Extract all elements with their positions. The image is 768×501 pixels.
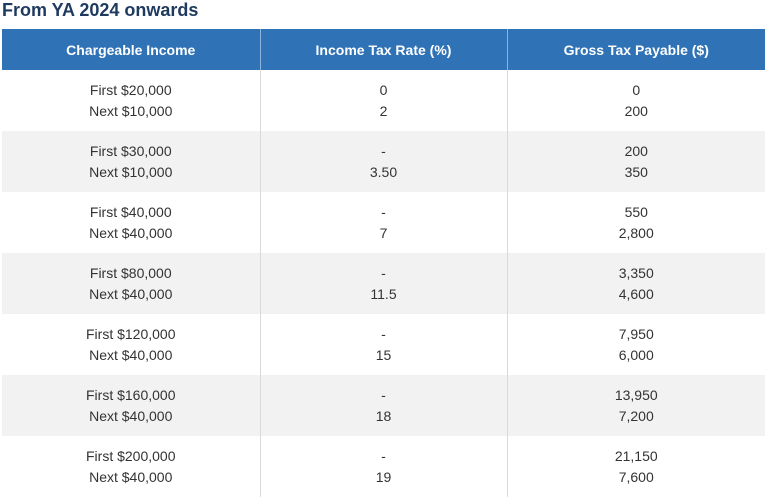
payable-first: 21,150 [614,447,658,464]
rate-next: 18 [375,407,392,424]
rate-next: 11.5 [370,285,397,302]
income-cell: First $80,000 Next $40,000 [2,253,261,314]
rate-cell: - 19 [260,436,508,497]
payable-first: 0 [632,81,641,98]
payable-first: 550 [624,203,648,220]
rate-first: - [381,447,386,464]
table-row: First $30,000 Next $10,000 -3.50 200 350 [2,131,765,192]
income-cell: First $160,000 Next $40,000 [2,375,261,436]
rate-cell: - 11.5 [260,253,508,314]
payable-first: 13,950 [614,386,658,403]
tax-rate-table: Chargeable Income Income Tax Rate (%) Gr… [2,29,765,497]
income-next: Next $40,000 [89,285,173,302]
income-next: Next $40,000 [89,468,173,485]
table-header-row: Chargeable Income Income Tax Rate (%) Gr… [2,29,765,70]
table-row: First $200,000 Next $40,000 - 19 21,150 7,6… [2,436,765,497]
rate-first: - [381,264,386,281]
income-cell: First $20,000 Next $10,000 [2,70,261,131]
payable-cell: 200 350 [507,131,765,192]
table-row: First $80,000 Next $40,000 - 11.5 3,350 4,6… [2,253,765,314]
header-gross-tax-payable: Gross Tax Payable ($) [507,29,765,70]
income-first: First $40,000 [89,203,172,220]
rate-first: - [381,325,386,342]
payable-cell: 0 200 [507,70,765,131]
table-row: First $120,000 Next $40,000 - 15 7,950 6,00… [2,314,765,375]
income-first: First $120,000 [86,325,176,342]
income-first: First $200,000 [86,447,176,464]
income-cell: First $40,000 Next $40,000 [2,192,261,253]
payable-next: 7,200 [618,407,654,424]
rate-next: 7 [379,224,388,241]
payable-cell: 21,150 7,600 [507,436,765,497]
income-cell: First $30,000 Next $10,000 [2,131,261,192]
rate-cell: - 18 [260,375,508,436]
rate-next: 2 [379,102,388,119]
rate-next: 3.50 [369,163,398,180]
payable-cell: 7,950 6,000 [507,314,765,375]
page-title: From YA 2024 onwards [2,0,199,20]
income-next: Next $40,000 [89,224,173,241]
payable-next: 2,800 [618,224,654,241]
payable-cell: 13,950 7,200 [507,375,765,436]
income-next: Next $40,000 [89,346,173,363]
income-next: Next $40,000 [89,407,173,424]
table-row: First $160,000 Next $40,000 - 18 13,950 7,2… [2,375,765,436]
income-cell: First $120,000 Next $40,000 [2,314,261,375]
rate-cell: - 15 [260,314,508,375]
table-row: First $40,000 Next $40,000 -7 550 2,800 [2,192,765,253]
income-next: Next $10,000 [89,163,173,180]
income-first: First $160,000 [86,386,176,403]
payable-first: 7,950 [618,325,654,342]
payable-next: 7,600 [618,468,654,485]
income-next: Next $10,000 [89,102,173,119]
income-first: First $20,000 [89,81,172,98]
rate-first: - [381,203,386,220]
payable-first: 200 [624,142,648,159]
income-cell: First $200,000 Next $40,000 [2,436,261,497]
payable-next: 4,600 [618,285,654,302]
rate-first: - [381,142,386,159]
rate-next: 19 [375,468,392,485]
payable-cell: 3,350 4,600 [507,253,765,314]
income-first: First $80,000 [89,264,172,281]
payable-first: 3,350 [618,264,654,281]
rate-cell: - 3.50 [260,131,508,192]
rate-cell: -7 [260,192,508,253]
header-chargeable-income: Chargeable Income [2,29,261,70]
payable-next: 350 [624,163,648,180]
payable-next: 200 [624,102,648,119]
payable-cell: 550 2,800 [507,192,765,253]
header-income-tax-rate: Income Tax Rate (%) [260,29,508,70]
rate-first: 0 [379,81,388,98]
rate-next: 15 [375,346,392,363]
income-first: First $30,000 [89,142,172,159]
payable-next: 6,000 [618,346,654,363]
rate-first: - [381,386,386,403]
